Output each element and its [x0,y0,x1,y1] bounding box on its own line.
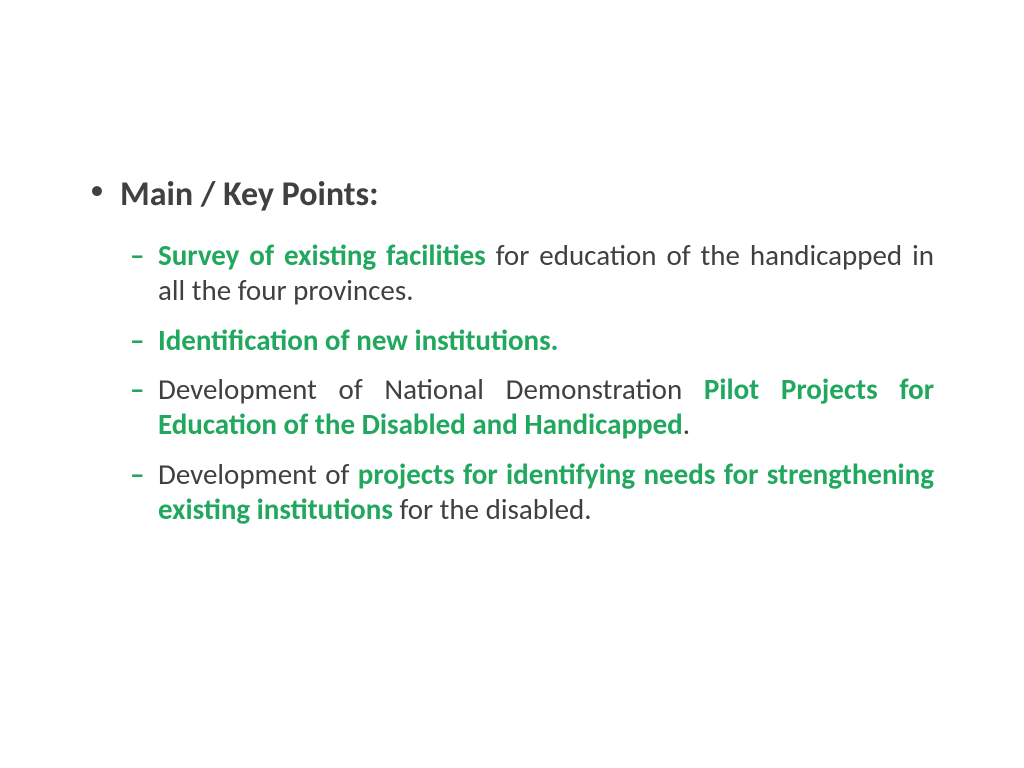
sub-bullet-list: Survey of existing facilities for educat… [120,238,934,528]
text-run: Development of [158,456,358,492]
list-item: Development of projects for identifying … [120,457,934,528]
text-run: for the disabled. [393,491,592,527]
highlight-run: Survey of existing facilities [158,237,486,273]
heading-text: Main / Key Points: [120,175,934,216]
main-list-item: Main / Key Points: Survey of existing fa… [90,175,934,527]
highlight-run: Identification of new institutions. [158,322,558,358]
list-item: Survey of existing facilities for educat… [120,238,934,309]
list-item: Development of National Demonstration Pi… [120,372,934,443]
text-run: . [683,406,690,442]
main-bullet-list: Main / Key Points: Survey of existing fa… [90,175,934,527]
list-item: Identification of new institutions. [120,323,934,358]
text-run: Development of National Demonstration [158,371,704,407]
slide-content: Main / Key Points: Survey of existing fa… [0,0,1024,605]
